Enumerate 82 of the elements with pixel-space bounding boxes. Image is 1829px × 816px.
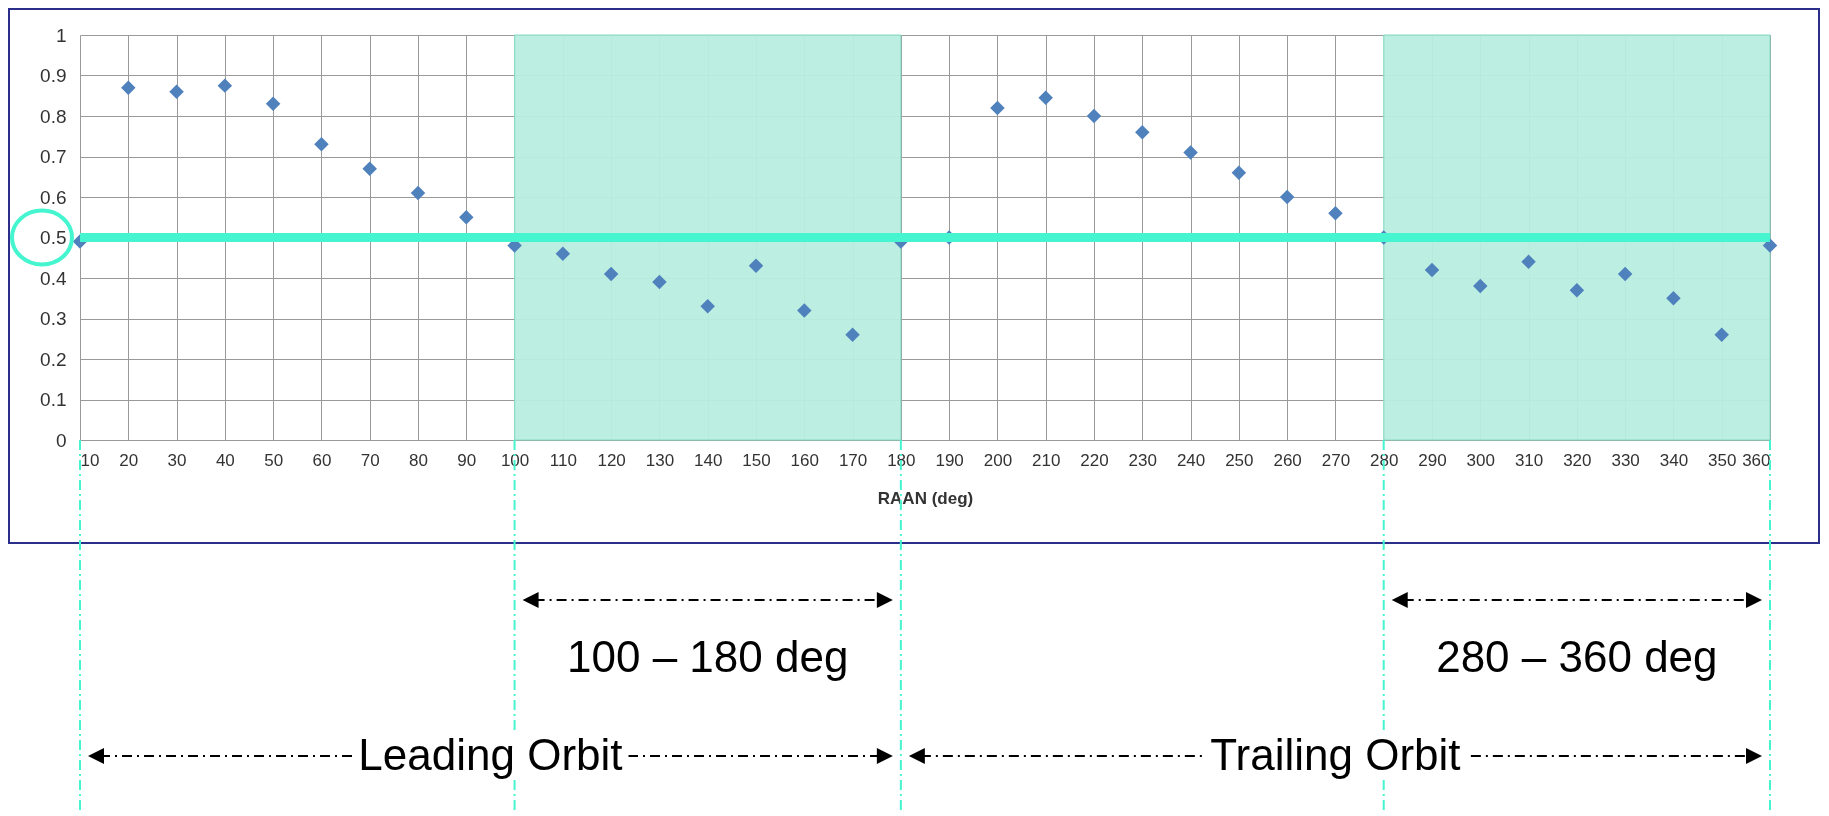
point <box>169 84 184 99</box>
y-tick-label: 0.9 <box>40 65 67 86</box>
point <box>1617 266 1633 282</box>
x-tick-label: 110 <box>549 450 577 470</box>
x-tick-label: 260 <box>1273 450 1302 470</box>
x-tick-label: 230 <box>1128 450 1157 470</box>
x-tick-label: 60 <box>312 450 332 470</box>
y-tick-label: 1 <box>55 24 67 46</box>
point <box>603 266 619 282</box>
point <box>748 258 764 274</box>
point <box>265 96 281 112</box>
x-tick-label: 350 <box>1708 450 1737 470</box>
point <box>459 210 474 225</box>
x-tick-label: 240 <box>1176 450 1206 470</box>
point <box>410 185 426 201</box>
x-tick-label: 190 <box>935 450 964 470</box>
point <box>797 303 812 318</box>
point <box>121 80 136 95</box>
point <box>1569 282 1585 298</box>
x-tick-label: 80 <box>409 450 428 470</box>
y-tick-label: 0 <box>55 429 67 451</box>
x-tick-label: 100 <box>500 450 530 470</box>
y-tick-label: 0.5 <box>40 227 67 248</box>
x-tick-label: 90 <box>457 450 477 470</box>
x-tick-label: 280 <box>1370 450 1399 470</box>
x-tick-label: 120 <box>597 450 626 470</box>
text: Trailing Orbit <box>1210 730 1461 779</box>
point <box>1038 90 1053 106</box>
point <box>1086 108 1102 124</box>
y-tick-label: 0.3 <box>40 308 67 329</box>
x-tick-label: 330 <box>1611 450 1640 470</box>
text: Leading Orbit <box>358 730 623 779</box>
x-tick-label: 340 <box>1659 450 1689 470</box>
point <box>555 246 571 261</box>
point <box>1231 165 1247 180</box>
y-tick-label: 0.7 <box>40 146 67 167</box>
text: 100 – 180 deg <box>567 632 849 681</box>
point <box>1424 262 1440 278</box>
point <box>1666 291 1681 306</box>
y-tick-label: 0.2 <box>40 348 67 370</box>
point <box>1473 278 1488 294</box>
point <box>1714 327 1729 342</box>
point <box>1328 205 1343 221</box>
x-tick-label: 310 <box>1514 450 1544 470</box>
point <box>1135 124 1150 140</box>
y-tick-label: 0.8 <box>40 105 67 127</box>
x-tick-label: 10 <box>80 450 100 470</box>
point <box>1183 145 1198 160</box>
x-tick-label: 20 <box>119 450 139 470</box>
x-tick-label: 300 <box>1466 450 1495 470</box>
x-tick-label: 180 <box>887 450 916 470</box>
x-tick-label: 320 <box>1563 450 1592 470</box>
x-tick-label: 250 <box>1225 450 1254 470</box>
x-tick-label: 220 <box>1080 450 1109 470</box>
x-tick-label: 50 <box>264 450 284 470</box>
x-tick-label: 210 <box>1032 450 1061 470</box>
y-tick-label: 0.6 <box>40 186 67 208</box>
x-tick-label: 270 <box>1321 450 1351 470</box>
point <box>990 100 1005 116</box>
y-tick-label: 0.4 <box>40 267 67 289</box>
x-tick-label: 150 <box>742 450 771 470</box>
x-tick-label: 40 <box>215 450 235 470</box>
x-tick-label: 360 <box>1742 450 1771 470</box>
x-tick-label: 200 <box>983 450 1013 470</box>
x-tick-label: 290 <box>1418 450 1447 470</box>
point <box>1279 189 1295 205</box>
point <box>314 137 329 152</box>
text: 280 – 360 deg <box>1436 632 1718 681</box>
y-tick-label: 0.1 <box>40 389 67 410</box>
point <box>217 78 233 93</box>
point <box>652 274 667 290</box>
x-tick-label: 130 <box>645 450 675 470</box>
x-tick-label: 170 <box>838 450 868 470</box>
point <box>362 161 377 176</box>
x-tick-label: 160 <box>790 450 819 470</box>
point <box>1521 254 1536 270</box>
x-tick-label: 30 <box>167 450 187 470</box>
point <box>845 327 860 342</box>
x-tick-label: 140 <box>694 450 723 470</box>
x-axis-title: RAAN (deg) <box>877 488 974 508</box>
point <box>700 299 715 314</box>
x-tick-label: 70 <box>360 450 380 470</box>
